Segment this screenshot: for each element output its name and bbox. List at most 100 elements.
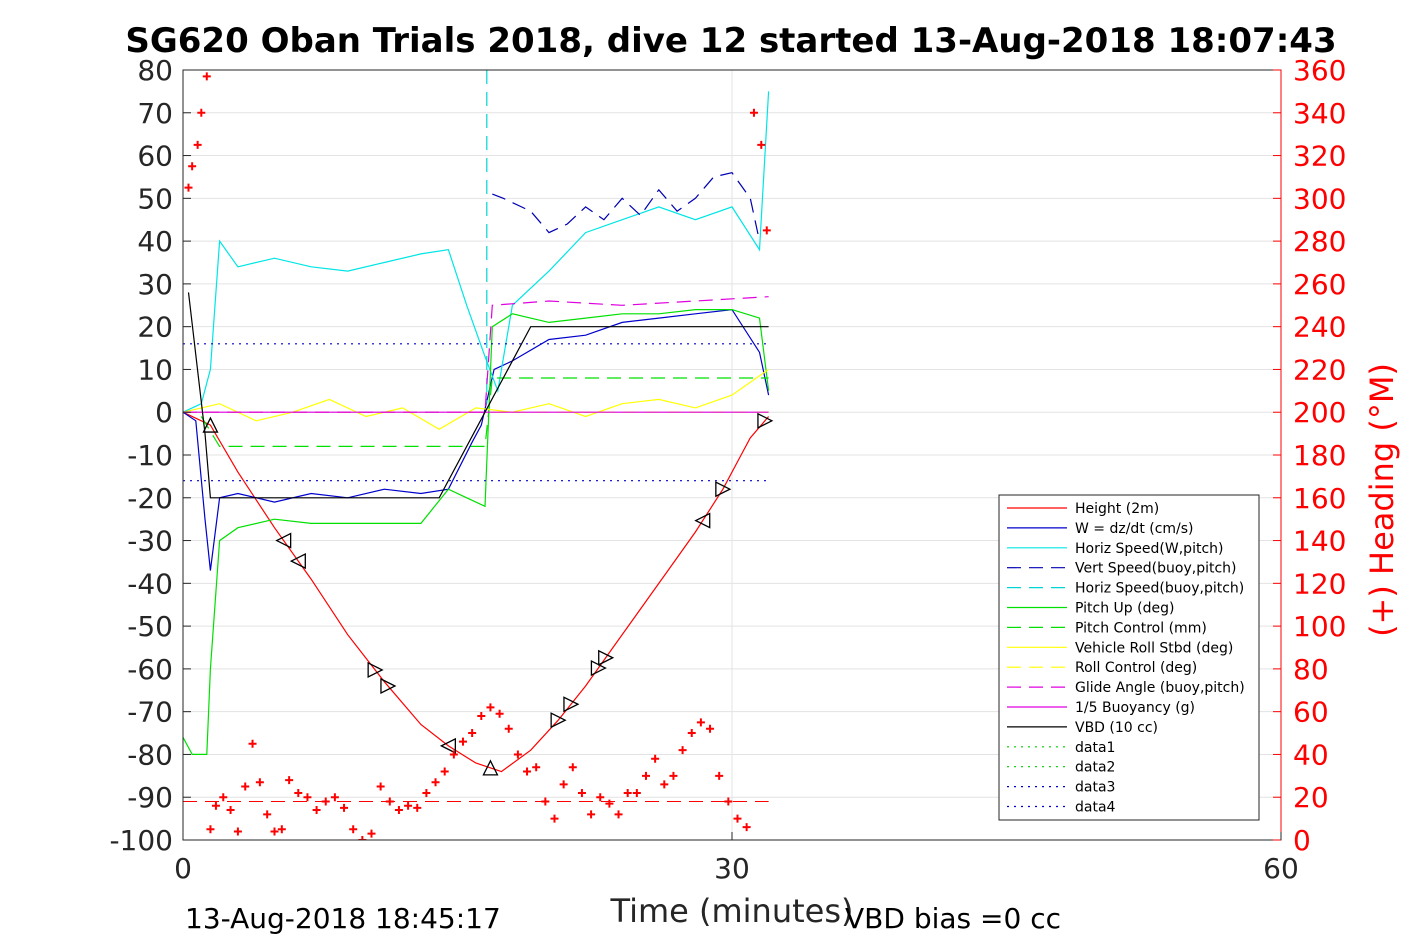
heading-point (678, 746, 687, 755)
y2-tick-label: 220 (1293, 353, 1346, 386)
heading-point (422, 788, 431, 797)
footer-vbd-bias: VBD bias =0 cc (845, 902, 1061, 935)
series-line-pitch-control-mm (200, 377, 769, 447)
y-tick-label: -100 (109, 824, 173, 857)
y2-axis-label: (+) Heading (°M) (1363, 363, 1401, 637)
heading-point (394, 806, 403, 815)
heading-point (486, 703, 495, 712)
heading-point (219, 793, 228, 802)
y2-tick-label: 120 (1293, 567, 1346, 600)
heading-point (349, 825, 358, 834)
y2-tick-label: 340 (1293, 97, 1346, 130)
heading-point (376, 782, 385, 791)
heading-point (468, 729, 477, 738)
y2-tick-label: 100 (1293, 610, 1346, 643)
height-triangle-marker (202, 416, 219, 433)
heading-point (762, 226, 771, 235)
heading-point (587, 810, 596, 819)
heading-point (513, 750, 522, 759)
heading-markers (183, 72, 771, 840)
legend-label-glide-angle-buoy-pitch: Glide Angle (buoy,pitch) (1075, 680, 1245, 696)
heading-point (541, 797, 550, 806)
height-triangle-marker (694, 512, 711, 529)
legend-label-w-dz-dt-cm-s: W = dz/dt (cm/s) (1075, 521, 1194, 537)
heading-point (413, 803, 422, 812)
series-line-horiz-speed-w-pitch (183, 91, 770, 413)
series-layer (183, 70, 774, 776)
heading-point (749, 108, 758, 117)
legend-label-pitch-up-deg: Pitch Up (deg) (1075, 601, 1174, 617)
height-triangle-marker (550, 712, 567, 729)
heading-point (596, 793, 605, 802)
height-triangle-marker (482, 759, 499, 776)
heading-point (550, 814, 559, 823)
heading-point (687, 729, 696, 738)
heading-point (458, 737, 467, 746)
heading-point (226, 806, 235, 815)
heading-point (241, 782, 250, 791)
chart-title: SG620 Oban Trials 2018, dive 12 started … (125, 21, 1336, 61)
heading-point (706, 724, 715, 733)
legend: Height (2m) W = dz/dt (cm/s) Horiz Speed(W… (998, 494, 1260, 821)
heading-point (303, 793, 312, 802)
heading-point (733, 814, 742, 823)
heading-point (660, 780, 669, 789)
y-axis-left: 80 70 60 50 40 30 20 10 0 -10 -20 -30 -40 -50 -60 -70 -8… (109, 54, 191, 857)
heading-point (184, 183, 193, 192)
heading-point (477, 711, 486, 720)
x-axis: 0 30 60 (174, 832, 1299, 885)
series-line-glide-angle-buoy-pitch (183, 296, 769, 413)
height-triangle-marker (380, 677, 397, 695)
heading-point (263, 810, 272, 819)
heading-point (696, 718, 705, 727)
series-line-vbd-10-cc (187, 292, 769, 499)
y2-tick-label: 300 (1293, 182, 1346, 215)
height-triangle-marker (715, 481, 732, 498)
heading-point (742, 823, 751, 832)
heading-point (285, 776, 294, 785)
series-line-w-dz-dt-cm-s (183, 308, 770, 571)
heading-point (367, 829, 376, 838)
heading-point (358, 836, 367, 840)
footer-timestamp: 13-Aug-2018 18:45:17 (185, 902, 501, 935)
heading-point (330, 793, 339, 802)
heading-point (294, 788, 303, 797)
heading-point (248, 739, 257, 748)
height-triangle-marker (289, 553, 306, 570)
y-tick-label: -40 (127, 567, 173, 600)
y2-tick-label: 140 (1293, 525, 1346, 558)
y-tick-label: 0 (155, 396, 173, 429)
heading-point (623, 788, 632, 797)
heading-point (404, 801, 413, 810)
height-triangle-marker (598, 649, 615, 666)
y-tick-label: -10 (127, 439, 173, 472)
y-tick-label: -50 (127, 610, 173, 643)
heading-point (651, 754, 660, 763)
legend-label-vehicle-roll-stbd-deg: Vehicle Roll Stbd (deg) (1075, 640, 1233, 656)
heading-point (504, 724, 513, 733)
y-tick-label: 20 (137, 311, 173, 344)
y-tick-label: 80 (137, 54, 173, 87)
y-tick-label: 50 (137, 182, 173, 215)
heading-point (385, 797, 394, 806)
legend-box (998, 494, 1260, 821)
height-triangle-marker (275, 532, 292, 549)
heading-point (321, 797, 330, 806)
x-axis-label: Time (minutes) (610, 892, 854, 930)
heading-point (188, 162, 197, 171)
y2-tick-label: 180 (1293, 439, 1346, 472)
y2-tick-label: 20 (1293, 781, 1329, 814)
heading-point (724, 797, 733, 806)
y-tick-label: 70 (137, 97, 173, 130)
y2-tick-label: 280 (1293, 225, 1346, 258)
y2-tick-label: 60 (1293, 696, 1329, 729)
legend-label-vert-speed-buoy-pitch: Vert Speed(buoy,pitch) (1075, 561, 1237, 577)
y2-tick-label: 0 (1293, 824, 1311, 857)
heading-point (270, 827, 279, 836)
series-line-vehicle-roll-stbd-deg (183, 368, 769, 430)
heading-point (568, 763, 577, 772)
heading-point (605, 799, 614, 808)
y2-tick-label: 160 (1293, 482, 1346, 515)
height-triangle-marker (757, 412, 774, 429)
